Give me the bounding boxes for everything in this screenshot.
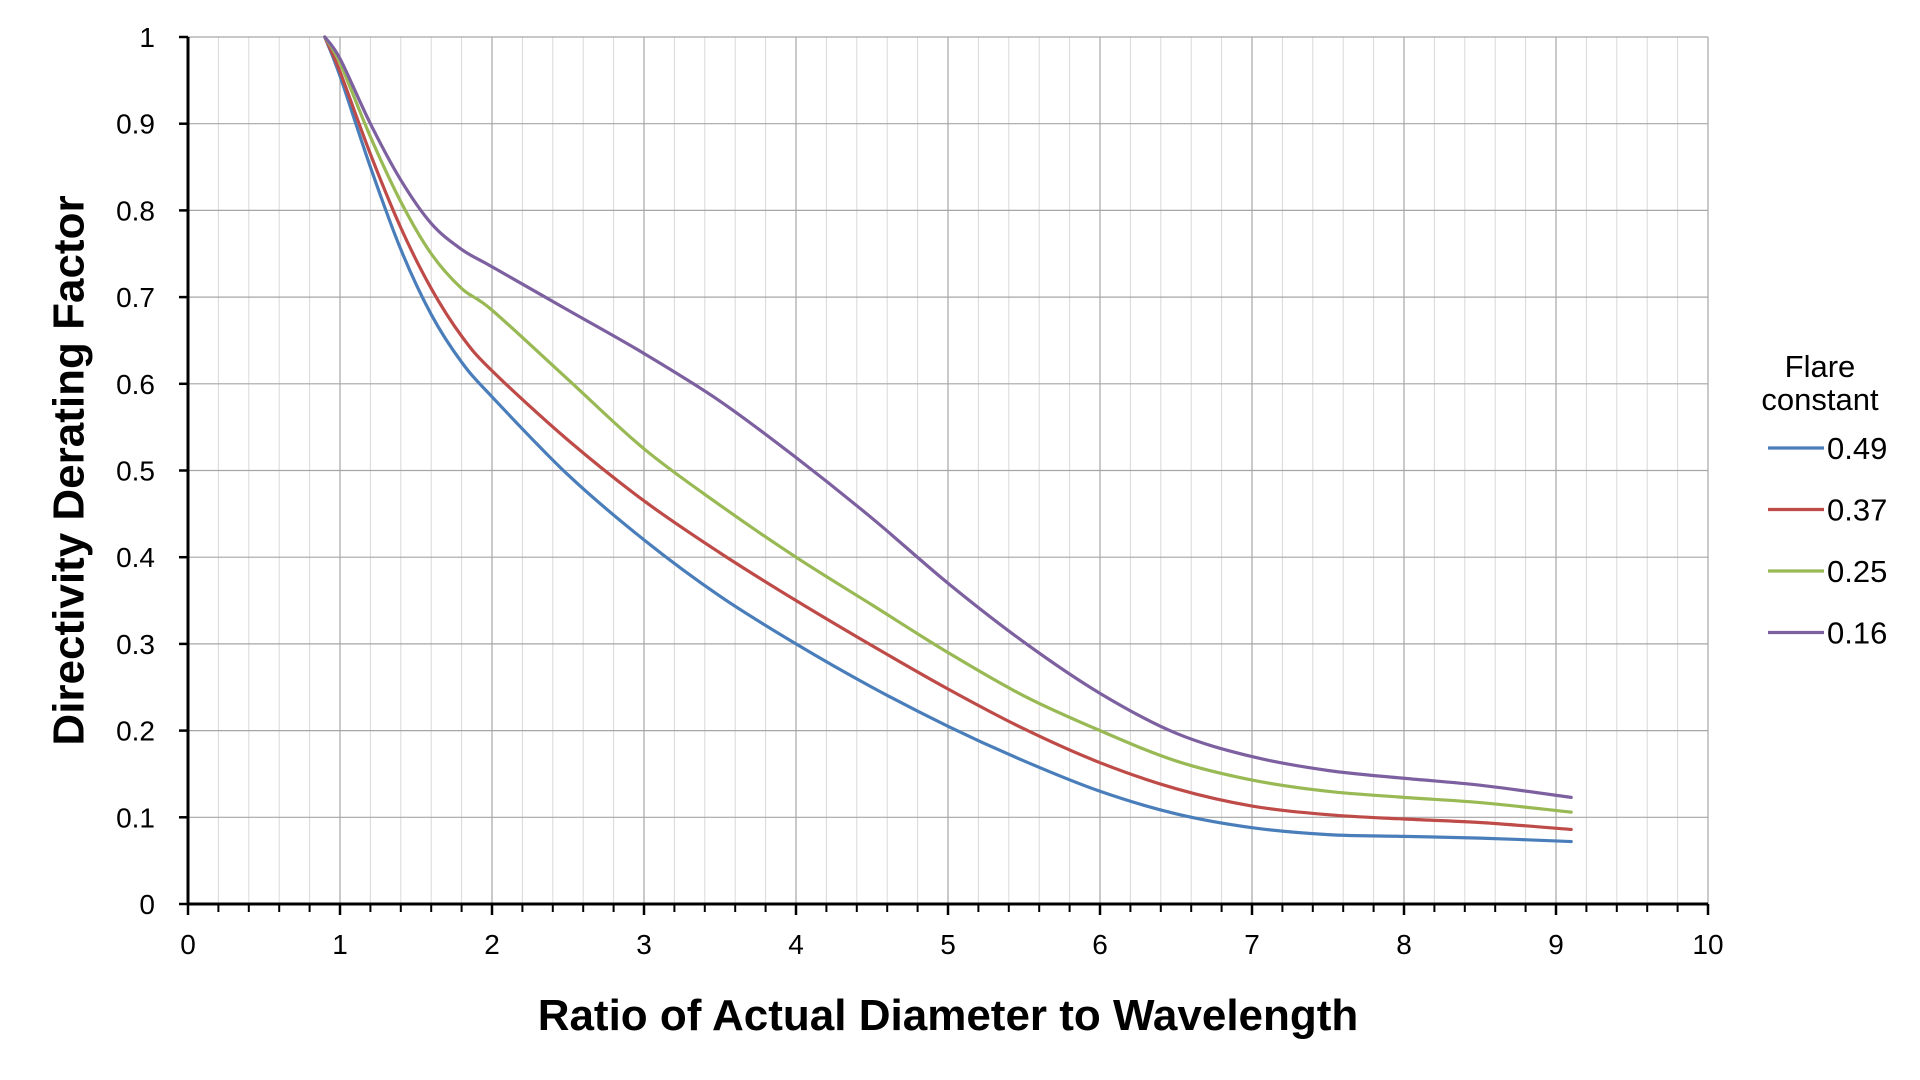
x-tick-label: 3 <box>636 929 652 960</box>
series-line-0.25 <box>323 35 1573 814</box>
y-tick-label: 0.2 <box>116 716 155 747</box>
legend: Flare constant 0.49 0.37 0.25 0.16 <box>1761 349 1887 651</box>
x-tick-label: 5 <box>940 929 956 960</box>
x-tick-label: 2 <box>484 929 500 960</box>
legend-label-0.16: 0.16 <box>1827 616 1887 651</box>
y-tick-label: 0.4 <box>116 542 155 573</box>
y-tick-label: 1 <box>139 22 155 53</box>
legend-items: 0.49 0.37 0.25 0.16 <box>1768 431 1887 651</box>
x-tick-label: 10 <box>1692 929 1723 960</box>
axes: 00.10.20.30.40.50.60.70.80.910 1 2 3 4 5 6 7 8 9 1… <box>116 22 1724 960</box>
y-tick-label: 0.8 <box>116 195 155 226</box>
x-tick-label: 7 <box>1244 929 1260 960</box>
x-axis-title: Ratio of Actual Diameter to Wavelength <box>538 991 1359 1040</box>
y-tick-label: 0.7 <box>116 282 155 313</box>
y-tick-label: 0.3 <box>116 629 155 660</box>
x-tick-label: 6 <box>1092 929 1108 960</box>
legend-title-line1: Flare <box>1785 349 1856 384</box>
legend-label-0.49: 0.49 <box>1827 431 1887 466</box>
x-tick-label: 8 <box>1396 929 1412 960</box>
legend-label-0.37: 0.37 <box>1827 493 1887 528</box>
y-axis-title: Directivity Derating Factor <box>44 195 93 745</box>
x-tick-label: 0 <box>180 929 196 960</box>
y-tick-label: 0.9 <box>116 109 155 140</box>
x-tick-label: 1 <box>332 929 348 960</box>
series-line-0.37 <box>323 35 1573 832</box>
series-line-0.49 <box>323 35 1573 844</box>
legend-label-0.25: 0.25 <box>1827 554 1887 589</box>
x-tick-label: 4 <box>788 929 804 960</box>
series-line-0.16 <box>323 35 1573 799</box>
y-tick-label: 0.5 <box>116 456 155 487</box>
y-tick-label: 0.6 <box>116 369 155 400</box>
series-lines <box>323 35 1573 844</box>
grid <box>187 36 1709 905</box>
y-tick-label: 0 <box>139 889 155 920</box>
legend-title-line2: constant <box>1761 382 1879 417</box>
x-tick-label: 9 <box>1548 929 1564 960</box>
y-tick-label: 0.1 <box>116 802 155 833</box>
